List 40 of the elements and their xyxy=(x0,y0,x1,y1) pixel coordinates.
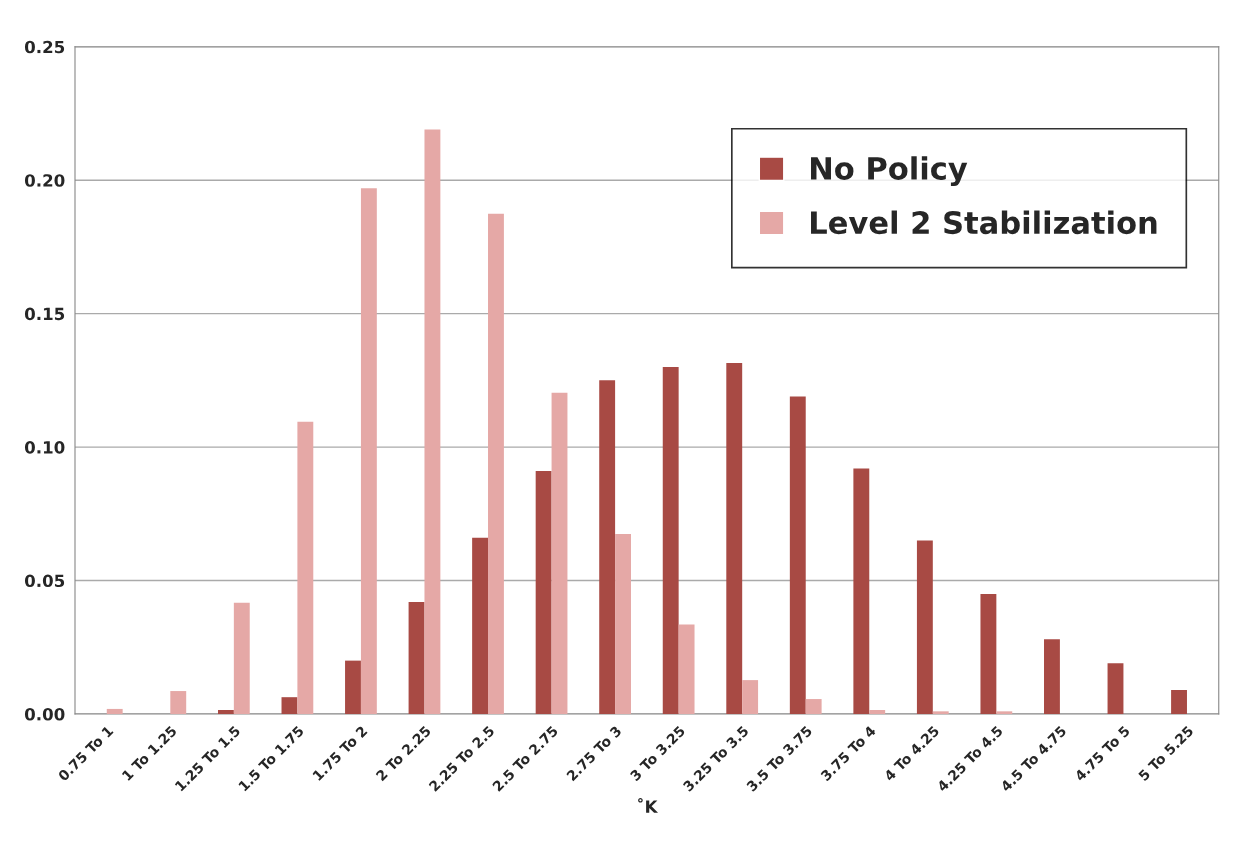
bar xyxy=(805,699,822,714)
bar xyxy=(408,601,425,714)
bar xyxy=(1044,639,1060,714)
bar xyxy=(281,697,298,714)
bar xyxy=(233,602,250,714)
bar xyxy=(217,710,234,714)
bar xyxy=(980,593,997,714)
bar xyxy=(106,708,123,714)
bar xyxy=(853,468,870,714)
legend-label: No Policy xyxy=(811,156,968,187)
bar xyxy=(472,537,489,714)
bar xyxy=(360,188,377,714)
bar xyxy=(424,129,441,714)
bar xyxy=(916,540,933,714)
bar xyxy=(932,711,949,714)
x-axis-title: ˚K xyxy=(638,797,658,813)
bar xyxy=(742,680,759,714)
bar xyxy=(599,380,616,714)
bar xyxy=(1171,689,1187,714)
bar xyxy=(535,471,552,714)
bar xyxy=(789,396,806,714)
bar xyxy=(170,691,187,714)
legend-label: Level 2 Stabilization xyxy=(811,210,1157,235)
y-tick-label: 0.10 xyxy=(24,441,65,454)
bar xyxy=(345,660,361,714)
y-tick-label: 0.00 xyxy=(24,707,65,721)
bar xyxy=(551,392,568,714)
y-tick-label: 0.05 xyxy=(24,574,65,588)
bar xyxy=(1107,663,1124,714)
bar xyxy=(615,534,631,714)
bar xyxy=(662,367,679,714)
bar xyxy=(297,421,314,714)
bar xyxy=(996,711,1013,714)
y-tick-label: 0.15 xyxy=(24,307,65,321)
y-tick-label: 0.25 xyxy=(24,40,65,54)
bar xyxy=(488,213,504,714)
bar xyxy=(678,624,695,714)
bar xyxy=(726,363,743,714)
y-tick-label: 0.20 xyxy=(24,174,65,187)
bar xyxy=(869,710,886,714)
